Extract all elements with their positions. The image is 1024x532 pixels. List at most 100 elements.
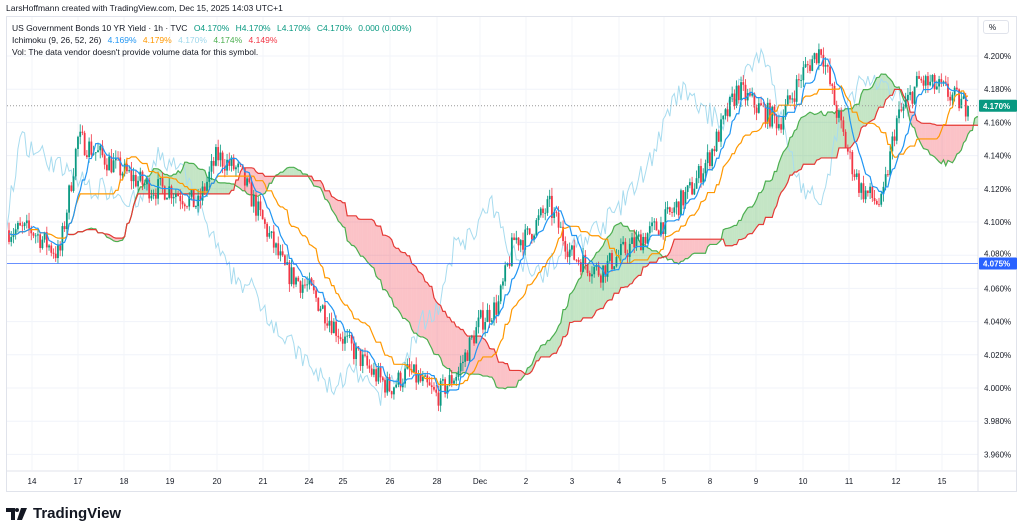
cloud-segment (814, 113, 817, 165)
candle-body (533, 235, 536, 240)
candle-body (408, 364, 411, 370)
logo-text: TradingView (33, 505, 122, 522)
candle-body (664, 209, 667, 234)
candle-body (350, 335, 353, 344)
cloud-segment (195, 165, 199, 194)
candle-body (831, 84, 834, 86)
candle-body (279, 251, 282, 256)
candle-body (680, 190, 682, 216)
candle-body (960, 98, 963, 109)
cloud-segment (262, 173, 265, 195)
candle-body (263, 219, 266, 224)
cloud-segment (571, 289, 575, 323)
cloud-segment (596, 251, 599, 311)
cloud-segment (258, 173, 261, 197)
candle-body (826, 65, 829, 67)
candle-body (484, 322, 487, 330)
cloud-segment (269, 176, 272, 184)
hline-price-label: 4.075% (983, 260, 1010, 269)
candle-body (317, 297, 320, 311)
cloud-segment (336, 199, 339, 222)
candle-body (450, 375, 453, 384)
cloud-segment (747, 206, 750, 235)
candle-body (964, 96, 967, 117)
cloud-segment (970, 125, 973, 131)
candle-body (337, 335, 340, 338)
candle-body (455, 376, 458, 381)
candle-body (809, 65, 811, 71)
candle-body (789, 95, 791, 100)
candle-body (237, 163, 240, 168)
cloud-segment (680, 239, 684, 262)
cloud-segment (812, 113, 815, 165)
candle-body (219, 152, 222, 161)
cloud-segment (912, 112, 915, 129)
candle-body (85, 155, 88, 158)
cloud-segment (830, 111, 833, 158)
cloud-segment (356, 215, 359, 253)
candle-body (622, 241, 625, 245)
candle-body (544, 212, 547, 214)
y-tick-label: 4.180% (984, 85, 1011, 94)
candle-body (844, 131, 847, 148)
candle-body (504, 265, 507, 282)
chart-panel[interactable] (6, 16, 1017, 492)
cloud-segment (396, 248, 399, 311)
cloud-segment (716, 239, 719, 245)
candle-body (83, 132, 86, 156)
chikou-span-line (7, 47, 911, 406)
candle-body (842, 120, 845, 132)
candle-body (949, 96, 952, 101)
candle-body (355, 346, 358, 360)
candle-body (510, 237, 513, 266)
candle-body (346, 335, 349, 337)
candle-body (824, 65, 827, 67)
candle-body (967, 105, 969, 117)
cloud-segment (781, 152, 784, 193)
cloud-segment (1017, 92, 1019, 139)
candle-body (255, 194, 257, 216)
percent-scale-button[interactable]: % (983, 20, 1009, 34)
candle-body (70, 185, 73, 191)
candle-body (804, 64, 807, 68)
cloud-segment (585, 265, 588, 318)
price-chart[interactable]: 4.200% 4.180% 4.160% 4.140% 4.120% 4.100% 4.08… (0, 0, 1024, 500)
cloud-segment (594, 252, 597, 315)
candle-body (321, 305, 324, 309)
candle-body (530, 234, 533, 240)
candle-body (711, 149, 714, 167)
candle-body (54, 253, 57, 259)
candle-body (646, 233, 649, 244)
candle-body (150, 195, 153, 199)
symbol-legend: US Government Bonds 10 YR Yield · 1h · T… (12, 22, 416, 34)
candle-body (671, 212, 673, 213)
candle-body (613, 266, 616, 269)
candle-body (110, 156, 113, 173)
cloud-segment (703, 239, 706, 254)
cloud-segment (373, 220, 377, 277)
candle-body (79, 131, 82, 137)
tradingview-logo-icon (6, 507, 27, 520)
candle-body (441, 379, 444, 381)
candle-body (818, 49, 820, 64)
candle-body (866, 190, 869, 194)
tenkan-sen-line (8, 57, 969, 394)
candle-body (137, 180, 139, 187)
candle-body (486, 309, 489, 323)
candle-body (101, 145, 104, 156)
ichimoku-label[interactable]: Ichimoku (9, 26, 52, 26) (12, 35, 102, 45)
symbol-title[interactable]: US Government Bonds 10 YR Yield · 1h · T… (12, 23, 188, 33)
candle-body (266, 223, 269, 237)
candle-body (453, 380, 455, 384)
candle-body (23, 223, 26, 227)
cloud-segment (1013, 93, 1015, 139)
candle-body (575, 259, 578, 261)
candle-body (470, 336, 473, 338)
y-tick-label: 4.120% (984, 185, 1011, 194)
cloud-segment (914, 112, 917, 137)
candle-body (913, 86, 916, 104)
candle-body (637, 234, 640, 237)
candle-body (8, 230, 10, 242)
cloud-segment (774, 171, 777, 210)
y-tick-label: 4.020% (984, 351, 1011, 360)
